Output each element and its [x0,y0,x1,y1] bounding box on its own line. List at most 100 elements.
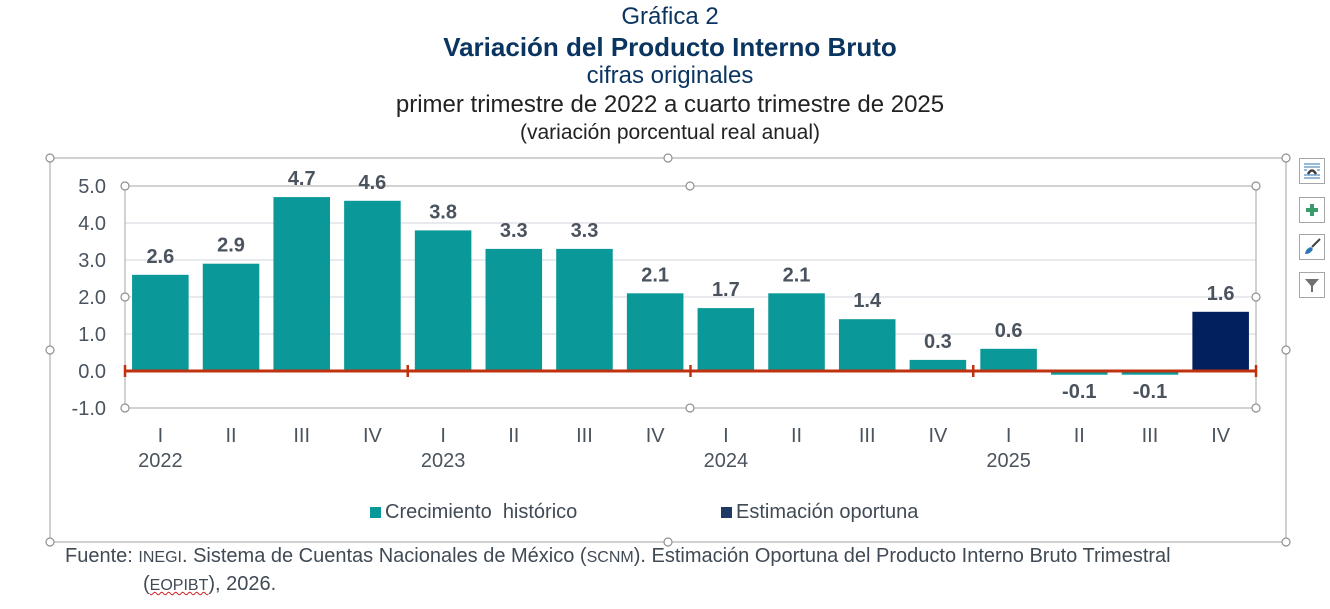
chart-subtitle-units: (variación porcentual real anual) [520,121,820,144]
chart-filters-icon [1305,279,1319,292]
legend-swatch-historico [370,507,381,518]
chart-area-resize-handle[interactable] [45,537,55,547]
add-chart-element-button[interactable] [1299,197,1325,223]
y-tick-label: 4.0 [78,213,106,235]
bar-crecimiento-historico[interactable] [1121,371,1179,375]
bar-crecimiento-historico[interactable] [414,230,472,371]
source-line-1: Fuente: INEGI. Sistema de Cuentas Nacion… [65,543,1305,571]
data-label: 0.6 [995,320,1023,342]
bar-crecimiento-historico[interactable] [697,308,755,371]
bar-crecimiento-historico[interactable] [202,263,260,371]
x-tick-label-quarter: III [859,425,876,447]
x-tick-label-quarter: IV [363,425,383,447]
data-label: 4.7 [288,168,316,190]
plot-area-resize-handle[interactable] [120,403,130,413]
chart-area-resize-handle[interactable] [45,153,55,163]
zero-axis-line [123,365,1258,377]
chart-styles-button[interactable] [1299,234,1325,260]
x-tick-label-year: 2024 [704,450,749,472]
bar-crecimiento-historico[interactable] [838,319,896,371]
chart-elements-layout-icon [1304,163,1320,179]
y-tick-label: 5.0 [78,176,106,198]
data-label: 2.1 [783,264,811,286]
chart-subtitle-figures: cifras originales [586,62,754,89]
plot-area-resize-handle[interactable] [685,181,695,191]
y-axis-tick-labels: 5.0 4.0 3.0 2.0 1.0 0.0 -1.0 [72,176,106,420]
plot-area-handles[interactable] [120,181,1261,413]
legend-item-oportuna[interactable]: Estimación oportuna [721,501,918,524]
data-label: 3.3 [571,220,599,242]
x-tick-label-quarter: I [1006,425,1012,447]
chart-area-handles[interactable] [45,153,1291,547]
chart-area-resize-handle[interactable] [1281,537,1291,547]
bar-crecimiento-historico[interactable] [273,197,330,371]
legend-label-oportuna: Estimación oportuna [736,501,919,523]
data-label: 3.8 [429,201,457,223]
data-label: 0.3 [924,331,952,353]
source-prefix: Fuente: [65,545,139,567]
chart-area-resize-handle[interactable] [663,153,673,163]
x-tick-label-quarter: IV [646,425,666,447]
chart-styles-brush-icon [1305,238,1321,254]
chart-elements-layout-button[interactable] [1299,158,1325,184]
chart-subtitle-period: primer trimestre de 2022 a cuarto trimes… [395,91,945,118]
plot-area-resize-handle[interactable] [1251,181,1261,191]
bar-crecimiento-historico[interactable] [556,248,613,371]
chart-filters-button[interactable] [1299,272,1325,298]
chart-area-resize-handle[interactable] [45,345,55,355]
bar-crecimiento-historico[interactable] [344,200,401,371]
bar-crecimiento-historico[interactable] [1051,371,1108,375]
chart-legend[interactable]: Crecimiento histórico Estimación oportun… [0,501,1330,527]
add-chart-element-icon [1306,204,1318,216]
y-tick-label: 3.0 [78,250,106,272]
chart-area-resize-handle[interactable] [1281,153,1291,163]
chart-area-resize-handle[interactable] [1281,345,1291,355]
source-text-2: ). Estimación Oportuna del Producto Inte… [633,545,1171,567]
y-tick-label: 0.0 [78,361,106,383]
x-tick-label-quarter: II [1074,425,1085,447]
data-label: 1.6 [1207,283,1235,305]
bar-crecimiento-historico[interactable] [626,293,684,371]
source-open-paren: ( [143,573,150,595]
plot-area-resize-handle[interactable] [120,181,130,191]
x-tick-label-quarter: III [576,425,593,447]
plot-area-resize-handle[interactable] [1251,403,1261,413]
x-tick-label-quarter: II [225,425,236,447]
data-label: -0.1 [1133,381,1167,403]
chart-area-resize-handle[interactable] [663,537,673,547]
x-tick-label-quarter: I [440,425,446,447]
plot-area-resize-handle[interactable] [120,292,130,302]
bar-crecimiento-historico[interactable] [485,248,543,371]
x-tick-label-year: 2025 [986,450,1031,472]
data-label: 2.1 [641,264,669,286]
bar-crecimiento-historico[interactable] [909,359,967,371]
plot-area-resize-handle[interactable] [1251,292,1261,302]
bars[interactable] [132,197,1249,375]
y-tick-label: 1.0 [78,324,106,346]
source-abbr-eopibt: EOPIBT [149,577,209,594]
x-tick-label-quarter: II [791,425,802,447]
bar-crecimiento-historico[interactable] [980,348,1037,371]
data-label: -0.1 [1062,381,1096,403]
source-abbr-scnm: SCNM [586,549,634,566]
legend-item-historico[interactable]: Crecimiento histórico [370,501,577,524]
x-tick-label-year: 2022 [138,450,183,472]
data-label: 2.9 [217,235,245,257]
bar-crecimiento-historico[interactable] [132,274,189,371]
plot-area-resize-handle[interactable] [685,403,695,413]
data-label: 3.3 [500,220,528,242]
x-tick-label-quarter: III [293,425,310,447]
x-tick-label-quarter: I [723,425,729,447]
bar-crecimiento-historico[interactable] [768,293,825,371]
chart-title-block: Gráfica 2 Variación del Producto Interno… [0,0,1330,146]
data-label: 1.7 [712,279,740,301]
x-tick-label-quarter: III [1142,425,1159,447]
bar-estimacion-oportuna[interactable] [1192,311,1249,371]
legend-swatch-oportuna [721,507,732,518]
x-tick-label-quarter: IV [928,425,948,447]
x-tick-label-quarter: IV [1211,425,1231,447]
figure-number: Gráfica 2 [621,3,719,30]
source-note: Fuente: INEGI. Sistema de Cuentas Nacion… [65,543,1305,599]
x-tick-label-quarter: I [158,425,164,447]
